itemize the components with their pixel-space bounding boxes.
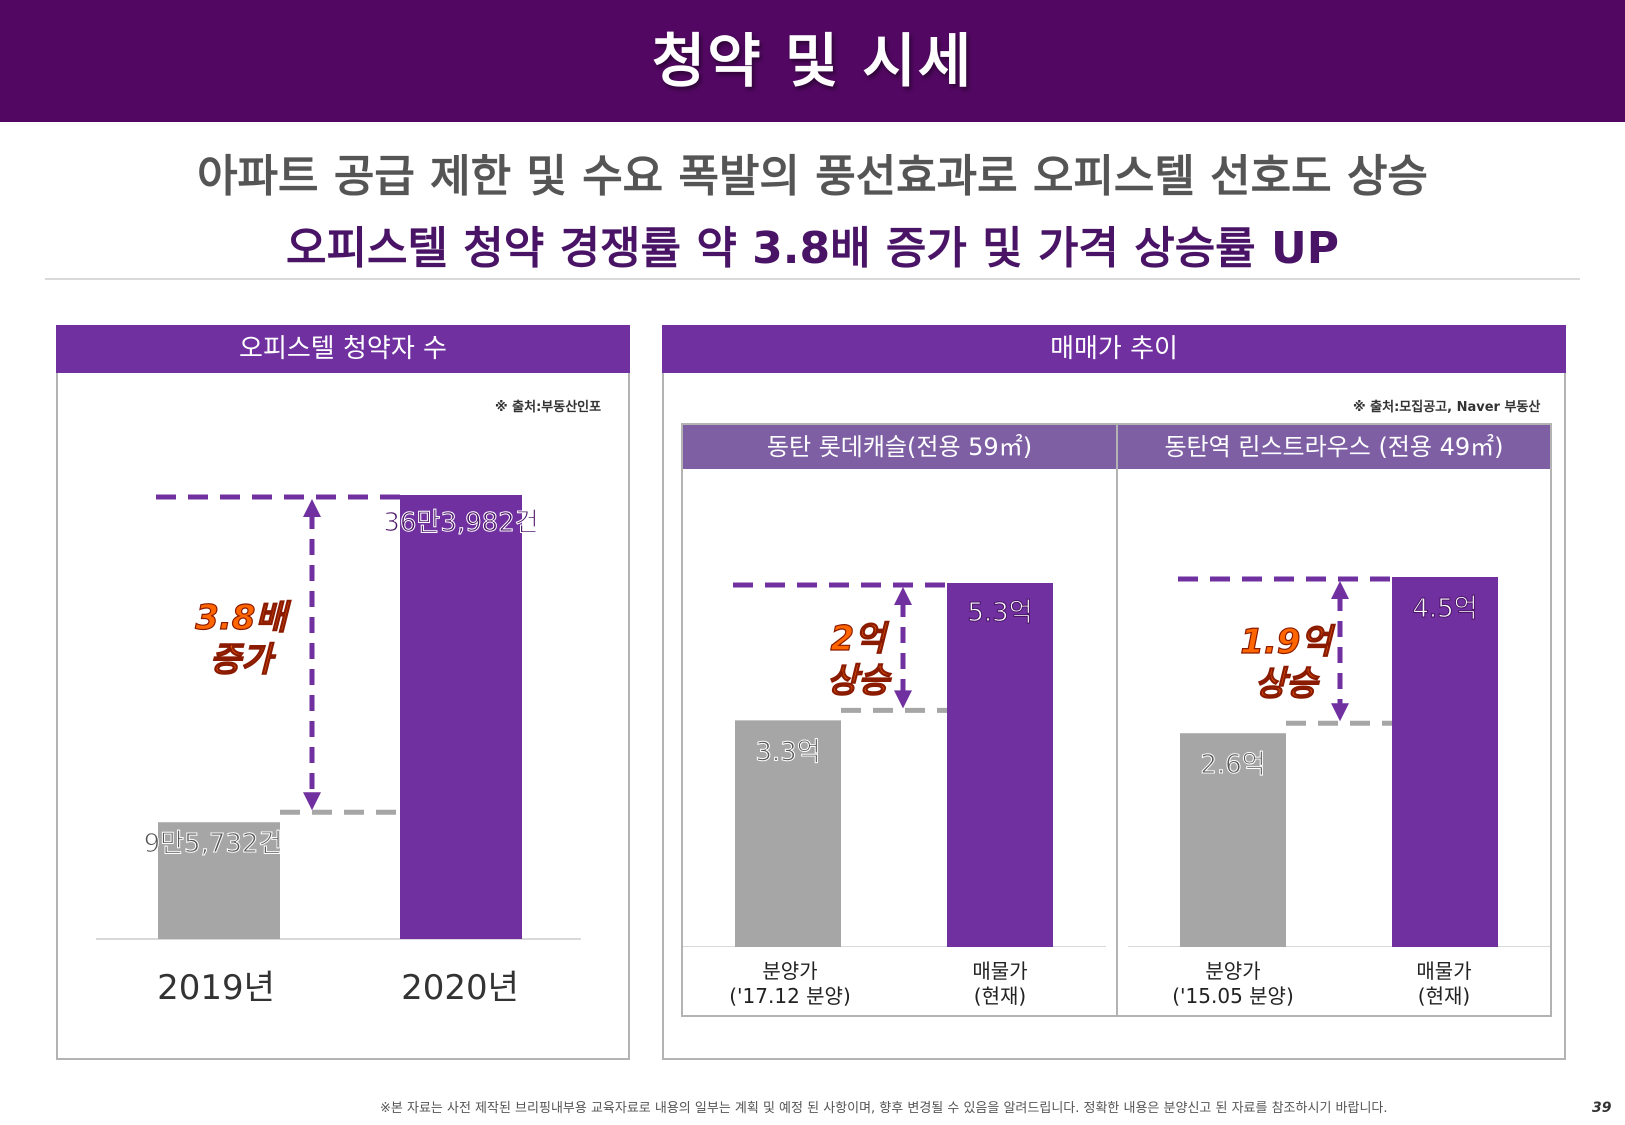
bar-2019 (158, 822, 280, 939)
bar-2020 (400, 495, 522, 939)
x-tick-line: 매물가 (1416, 959, 1472, 983)
left-panel-title: 오피스텔 청약자 수 (56, 325, 630, 373)
x-tick-current-2: 매물가 (현재) (1374, 959, 1514, 1009)
divider (45, 278, 1580, 280)
bar-label-current: 4.5억 (1412, 594, 1477, 624)
header-bar (0, 0, 1625, 122)
x-tick-2020: 2020년 (401, 968, 519, 1008)
annotation-rise: 상승 (1255, 664, 1320, 704)
left-panel-source: ※ 출처:부동산인포 (495, 400, 602, 415)
x-tick-2019: 2019년 (157, 968, 275, 1008)
x-tick-line: ('17.12 분양) (729, 984, 851, 1008)
x-tick-presale-2: 분양가 ('15.05 분양) (1163, 959, 1303, 1009)
x-tick-current-1: 매물가 (현재) (930, 959, 1070, 1009)
page-title: 청약 및 시세 (651, 27, 974, 95)
arrow-head-up-icon (303, 499, 321, 517)
arrow-head-down-icon (894, 690, 912, 709)
x-tick-presale-1: 분양가 ('17.12 분양) (720, 959, 860, 1009)
sub-chart-1-title: 동탄 롯데캐슬(전용 59㎡) (683, 425, 1116, 469)
annotation-increase: 증가 (210, 640, 276, 680)
page-number: 39 (1592, 1100, 1612, 1116)
bar-current-price (1392, 577, 1498, 947)
bar-label-2020: 36만3,982건 (383, 508, 538, 538)
annotation-amount: 2억 (831, 619, 890, 659)
annotation-amount: 1.9억 (1240, 622, 1335, 662)
arrow-head-down-icon (303, 792, 321, 811)
bar-presale-price (735, 720, 841, 947)
x-tick-line: (현재) (973, 984, 1027, 1008)
x-tick-line: 매물가 (972, 959, 1028, 983)
bar-label-current: 5.3억 (967, 598, 1032, 628)
bar-current-price (947, 583, 1053, 947)
arrow-head-up-icon (1331, 581, 1349, 599)
left-panel (56, 325, 630, 1060)
sub-chart-1: 3.3억 5.3억 2억 상승 (683, 582, 1106, 947)
annotation-rise: 상승 (827, 661, 892, 701)
x-tick-line: 분양가 (1205, 959, 1261, 983)
bar-presale-price (1180, 733, 1286, 947)
sub-charts-divider (1116, 423, 1118, 1017)
right-panel-title: 매매가 추이 (662, 325, 1566, 373)
arrow-head-up-icon (894, 587, 912, 605)
footer-disclaimer: ※본 자료는 사전 제작된 브리핑내부용 교육자료로 내용의 일부는 계획 및 … (380, 1101, 1388, 1116)
bar-label-presale: 2.6억 (1200, 750, 1265, 780)
x-tick-line: 분양가 (762, 959, 818, 983)
annotation-multiplier: 3.8배 (195, 598, 291, 638)
bar-label-presale: 3.3억 (755, 737, 820, 767)
arrow-head-down-icon (1331, 703, 1349, 722)
bar-label-2019: 9만5,732건 (144, 829, 283, 859)
x-tick-line: ('15.05 분양) (1172, 984, 1294, 1008)
right-panel-source: ※ 출처:모집공고, Naver 부동산 (1353, 400, 1541, 415)
headline-line-1: 아파트 공급 제한 및 수요 폭발의 풍선효과로 오피스텔 선호도 상승 (197, 151, 1428, 202)
headline-line-2: 오피스텔 청약 경쟁률 약 3.8배 증가 및 가격 상승률 UP (286, 223, 1339, 274)
sub-chart-2-title: 동탄역 린스트라우스 (전용 49㎡) (1118, 425, 1550, 469)
x-tick-line: (현재) (1417, 984, 1471, 1008)
sub-chart-2: 2.6억 4.5억 1.9억 상승 (1128, 576, 1550, 947)
left-chart: 9만5,732건 36만3,982건 3.8배 증가 (96, 494, 581, 940)
